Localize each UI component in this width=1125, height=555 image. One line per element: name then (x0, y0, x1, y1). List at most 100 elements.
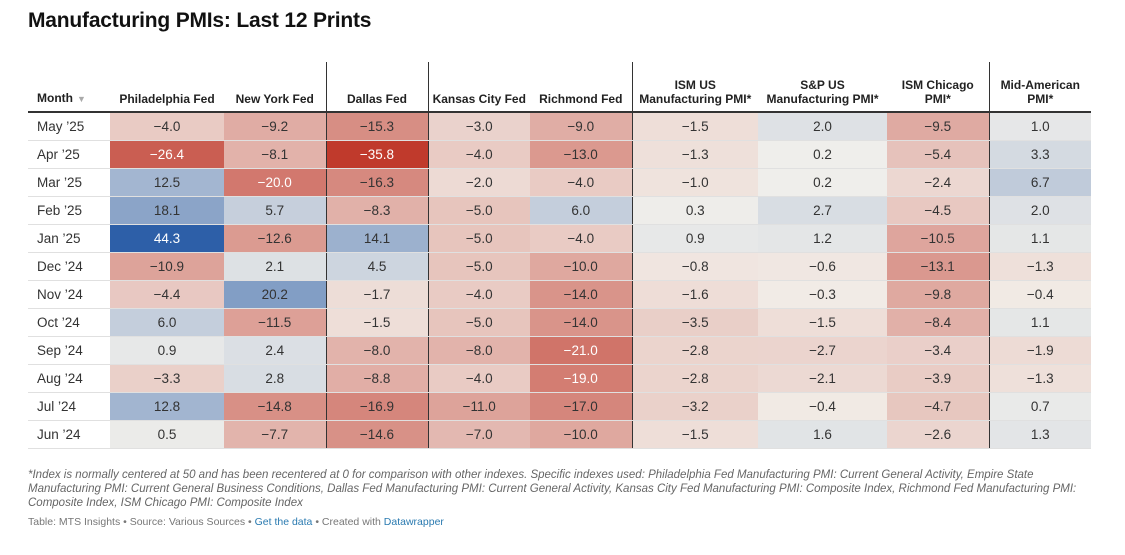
table-row: Oct ’24 6.0 −11.5 −1.5 −5.0 −14.0 −3.5 −1.5 −8.4… (28, 308, 1091, 337)
value-cell: 1.1 (988, 224, 1091, 253)
value-cell: 3.3 (988, 140, 1091, 169)
value-cell: −13.0 (530, 140, 632, 169)
value-cell: −2.0 (427, 168, 530, 197)
value-cell: −26.4 (110, 140, 224, 169)
value-cell: −8.8 (325, 364, 428, 393)
value-cell: −2.8 (631, 364, 758, 393)
value-cell: −4.0 (530, 168, 632, 197)
month-cell: Jul ’24 (28, 392, 110, 421)
value-cell: −11.5 (224, 308, 326, 337)
value-cell: −1.3 (988, 252, 1091, 281)
value-cell: −3.9 (887, 364, 989, 393)
column-header[interactable]: Richmond Fed (530, 62, 632, 113)
value-cell: −1.7 (325, 280, 428, 309)
month-cell: Oct ’24 (28, 308, 110, 337)
value-cell: 2.7 (758, 196, 887, 225)
value-cell: −2.4 (887, 168, 989, 197)
table-credit: Table: MTS Insights (28, 516, 121, 528)
value-cell: 20.2 (224, 280, 326, 309)
source-text: Source: Various Sources (129, 516, 246, 528)
value-cell: −8.1 (224, 140, 326, 169)
chart-title: Manufacturing PMIs: Last 12 Prints (28, 9, 372, 32)
value-cell: −12.6 (224, 224, 326, 253)
value-cell: −5.0 (427, 196, 530, 225)
value-cell: −7.0 (427, 420, 530, 449)
value-cell: −35.8 (325, 140, 428, 169)
value-cell: 14.1 (325, 224, 428, 253)
value-cell: 12.5 (110, 168, 224, 197)
month-cell: May ’25 (28, 112, 110, 141)
value-cell: 0.9 (631, 224, 758, 253)
table-row: Aug ’24 −3.3 2.8 −8.8 −4.0 −19.0 −2.8 −2.1 −3.9−… (28, 364, 1091, 393)
table-row: Jul ’24 12.8 −14.8 −16.9 −11.0 −17.0 −3.2 −0.4−… (28, 392, 1091, 421)
separator-dot: • (315, 516, 322, 528)
value-cell: −0.4 (758, 392, 887, 421)
value-cell: −4.0 (530, 224, 632, 253)
column-header[interactable]: ISM US Manufacturing PMI* (631, 62, 758, 113)
value-cell: 2.8 (224, 364, 326, 393)
value-cell: 0.3 (631, 196, 758, 225)
created-with-label: Created with (321, 516, 381, 528)
month-cell: Nov ’24 (28, 280, 110, 309)
value-cell: −14.0 (530, 280, 632, 309)
value-cell: −1.3 (988, 364, 1091, 393)
value-cell: −7.7 (224, 420, 326, 449)
value-cell: 0.2 (758, 168, 887, 197)
value-cell: −1.5 (325, 308, 428, 337)
value-cell: 1.6 (758, 420, 887, 449)
month-column-header[interactable]: Month ▼ (28, 62, 110, 113)
value-cell: −0.4 (988, 280, 1091, 309)
value-cell: −9.0 (530, 112, 632, 141)
value-cell: −3.4 (887, 336, 989, 365)
value-cell: 1.2 (758, 224, 887, 253)
column-header[interactable]: Mid-American PMI* (988, 62, 1091, 113)
value-cell: −11.0 (427, 392, 530, 421)
value-cell: −10.5 (887, 224, 989, 253)
value-cell: −5.0 (427, 252, 530, 281)
value-cell: −20.0 (224, 168, 326, 197)
value-cell: −4.5 (887, 196, 989, 225)
value-cell: −21.0 (530, 336, 632, 365)
value-cell: 6.7 (988, 168, 1091, 197)
value-cell: −4.0 (427, 140, 530, 169)
value-cell: 1.3 (988, 420, 1091, 449)
value-cell: −2.6 (887, 420, 989, 449)
value-cell: −9.5 (887, 112, 989, 141)
pmi-table: Month ▼ Philadelphia Fed New York Fed Dalla… (28, 62, 1091, 449)
value-cell: −0.6 (758, 252, 887, 281)
column-header[interactable]: Philadelphia Fed (110, 62, 224, 113)
column-header[interactable]: ISM Chicago PMI* (887, 62, 989, 113)
table-row: May ’25 −4.0 −9.2 −15.3 −3.0 −9.0 −1.5 2.0 −9.5 1… (28, 112, 1091, 141)
datawrapper-link[interactable]: Datawrapper (383, 516, 444, 528)
table-body: May ’25 −4.0 −9.2 −15.3 −3.0 −9.0 −1.5 2.0 −9.5 1… (28, 112, 1091, 449)
value-cell: −14.8 (224, 392, 326, 421)
value-cell: −3.5 (631, 308, 758, 337)
month-cell: Feb ’25 (28, 196, 110, 225)
value-cell: −19.0 (530, 364, 632, 393)
value-cell: −10.0 (530, 420, 632, 449)
value-cell: −9.2 (224, 112, 326, 141)
column-header[interactable]: Kansas City Fed (427, 62, 530, 113)
value-cell: −9.8 (887, 280, 989, 309)
month-cell: Aug ’24 (28, 364, 110, 393)
value-cell: −16.9 (325, 392, 428, 421)
value-cell: −1.5 (631, 420, 758, 449)
value-cell: −0.3 (758, 280, 887, 309)
value-cell: 12.8 (110, 392, 224, 421)
value-cell: 1.1 (988, 308, 1091, 337)
value-cell: −5.0 (427, 224, 530, 253)
get-the-data-link[interactable]: Get the data (254, 516, 313, 528)
column-header[interactable]: New York Fed (224, 62, 326, 113)
value-cell: −4.4 (110, 280, 224, 309)
value-cell: −1.3 (631, 140, 758, 169)
column-header[interactable]: S&P US Manufacturing PMI* (758, 62, 887, 113)
value-cell: −8.0 (427, 336, 530, 365)
value-cell: 0.9 (110, 336, 224, 365)
table-row: Feb ’25 18.1 5.7 −8.3 −5.0 6.0 0.3 2.7 −4.5 2.0 (28, 196, 1091, 225)
value-cell: 2.4 (224, 336, 326, 365)
value-cell: 44.3 (110, 224, 224, 253)
column-header[interactable]: Dallas Fed (325, 62, 428, 113)
month-cell: Sep ’24 (28, 336, 110, 365)
table-row: Apr ’25 −26.4 −8.1 −35.8 −4.0 −13.0 −1.3 0.2 −5.… (28, 140, 1091, 169)
sort-arrow-icon[interactable]: ▼ (76, 94, 86, 104)
